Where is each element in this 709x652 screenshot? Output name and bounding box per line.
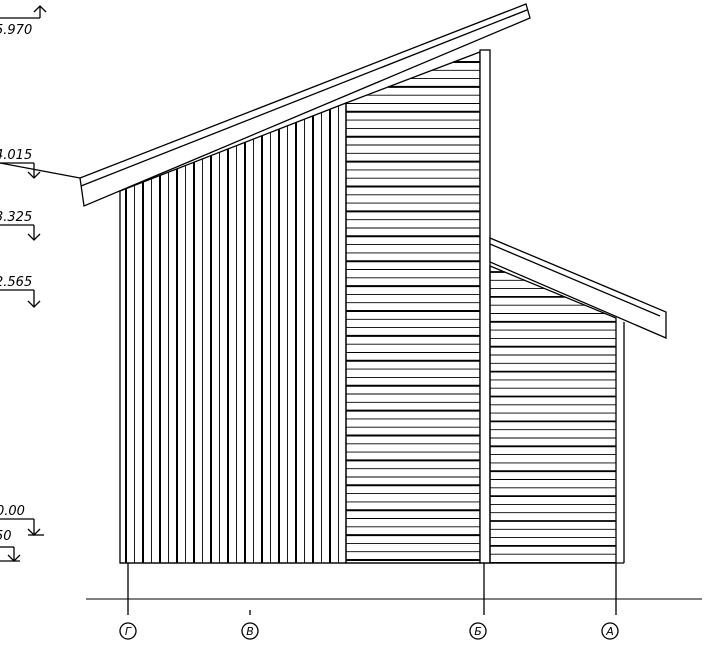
main-roof-inner-edge <box>80 9 528 187</box>
horizontal-cladding <box>346 61 480 561</box>
level-label-upper: 3.325 <box>0 210 32 225</box>
main-roof <box>79 3 531 207</box>
level-mark-low-roof <box>0 289 41 308</box>
annex-wall <box>489 265 617 564</box>
axis-v-circle <box>241 622 259 640</box>
axis-v-label: В <box>246 625 254 638</box>
axis-b-label: Б <box>474 625 482 638</box>
annex-roof-inner-edge <box>489 243 661 317</box>
axis-g-circle <box>119 622 137 640</box>
axis-a-circle <box>601 622 619 640</box>
axis-a-label: А <box>605 625 614 638</box>
level-label-ridge: 5.970 <box>0 23 32 38</box>
level-mark-ridge <box>0 5 47 19</box>
annex-horizontal-cladding <box>490 271 616 563</box>
level-label-eave: 4.015 <box>0 148 32 163</box>
level-label-zero: 0.00 <box>0 504 25 519</box>
level-mark-ground <box>0 546 21 562</box>
axis-b-circle <box>469 622 487 640</box>
level-label-ground: 50 <box>0 529 12 544</box>
annex-roof <box>489 237 667 339</box>
level-mark-eave <box>0 162 81 179</box>
vertical-cladding <box>125 105 339 563</box>
level-label-low-roof: 2.565 <box>0 275 32 290</box>
axis-g-label: Г <box>125 625 132 638</box>
level-mark-upper <box>0 224 41 241</box>
corner-post <box>479 49 491 564</box>
level-mark-zero <box>0 518 44 536</box>
